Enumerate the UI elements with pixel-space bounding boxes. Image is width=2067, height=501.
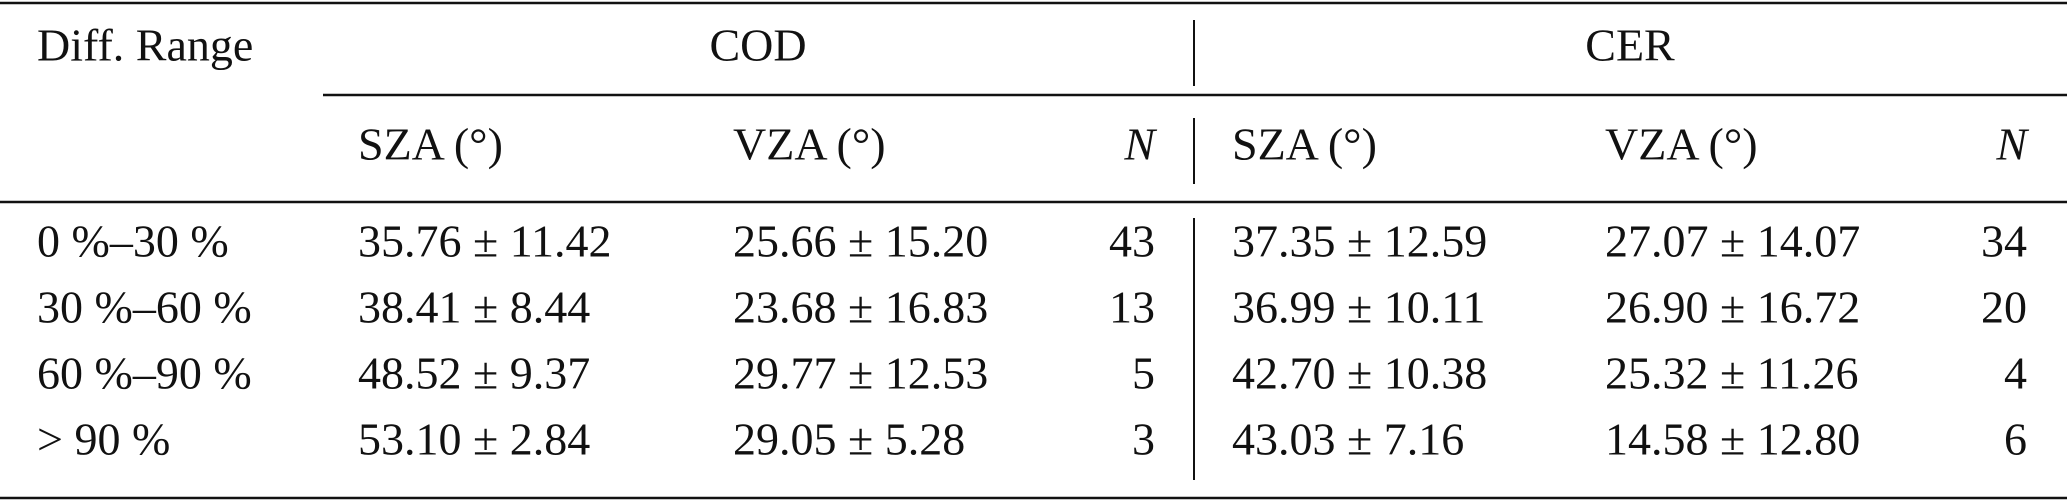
column-header: VZA (°) (733, 119, 886, 170)
cell: 6 (2004, 414, 2027, 465)
cell: 42.70 ± 10.38 (1232, 348, 1487, 399)
cell: 53.10 ± 2.84 (358, 414, 590, 465)
cell: 48.52 ± 9.37 (358, 348, 590, 399)
cell: 5 (1132, 348, 1155, 399)
cell: 26.90 ± 16.72 (1605, 282, 1860, 333)
range-header: Diff. Range (37, 20, 253, 71)
column-header: SZA (°) (358, 119, 503, 170)
column-header: N (1995, 119, 2029, 170)
cell: 36.99 ± 10.11 (1232, 282, 1486, 333)
cell: 43.03 ± 7.16 (1232, 414, 1464, 465)
column-header: SZA (°) (1232, 119, 1377, 170)
cell: 25.32 ± 11.26 (1605, 348, 1859, 399)
cell: 37.35 ± 12.59 (1232, 216, 1487, 267)
row-label: 30 %–60 % (37, 282, 252, 333)
cell: 23.68 ± 16.83 (733, 282, 988, 333)
cell: 38.41 ± 8.44 (358, 282, 590, 333)
group-header: CER (1585, 20, 1675, 71)
cell: 25.66 ± 15.20 (733, 216, 988, 267)
cell: 13 (1109, 282, 1155, 333)
cell: 27.07 ± 14.07 (1605, 216, 1860, 267)
cell: 35.76 ± 11.42 (358, 216, 612, 267)
cell: 4 (2004, 348, 2027, 399)
cell: 43 (1109, 216, 1155, 267)
cell: 14.58 ± 12.80 (1605, 414, 1860, 465)
group-header: COD (709, 20, 806, 71)
cell: 29.05 ± 5.28 (733, 414, 965, 465)
row-label: > 90 % (37, 414, 170, 465)
column-header: N (1123, 119, 1157, 170)
cell: 34 (1981, 216, 2027, 267)
cell: 20 (1981, 282, 2027, 333)
column-header: VZA (°) (1605, 119, 1758, 170)
cell: 29.77 ± 12.53 (733, 348, 988, 399)
cell: 3 (1132, 414, 1155, 465)
row-label: 60 %–90 % (37, 348, 252, 399)
row-label: 0 %–30 % (37, 216, 229, 267)
